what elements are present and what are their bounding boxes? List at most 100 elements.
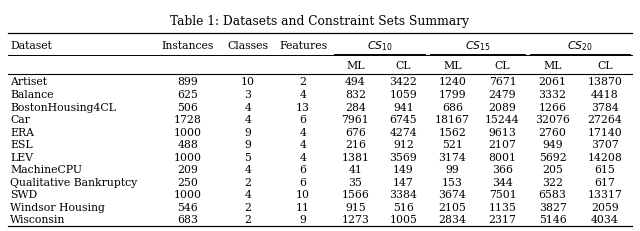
Text: 3422: 3422 <box>390 77 417 88</box>
Text: 2: 2 <box>244 203 252 213</box>
Text: 5: 5 <box>244 152 252 163</box>
Text: 153: 153 <box>442 178 463 188</box>
Text: Instances: Instances <box>162 41 214 51</box>
Text: 35: 35 <box>348 178 362 188</box>
Text: 147: 147 <box>393 178 414 188</box>
Text: 9: 9 <box>300 215 307 225</box>
Text: 949: 949 <box>542 140 563 150</box>
Text: 2: 2 <box>300 77 307 88</box>
Text: Artiset: Artiset <box>10 77 47 88</box>
Text: 1000: 1000 <box>174 152 202 163</box>
Text: 250: 250 <box>177 178 198 188</box>
Text: Table 1: Datasets and Constraint Sets Summary: Table 1: Datasets and Constraint Sets Su… <box>170 15 470 28</box>
Text: 676: 676 <box>345 128 366 137</box>
Text: 3332: 3332 <box>539 90 566 100</box>
Text: 9613: 9613 <box>488 128 516 137</box>
Text: 3707: 3707 <box>591 140 619 150</box>
Text: 521: 521 <box>442 140 463 150</box>
Text: Features: Features <box>279 41 327 51</box>
Text: 7671: 7671 <box>489 77 516 88</box>
Text: 506: 506 <box>177 103 198 112</box>
Text: 1005: 1005 <box>390 215 417 225</box>
Text: CL: CL <box>597 61 612 71</box>
Text: 3174: 3174 <box>438 152 467 163</box>
Text: ML: ML <box>444 61 461 71</box>
Text: 4: 4 <box>300 140 307 150</box>
Text: 546: 546 <box>177 203 198 213</box>
Text: 1799: 1799 <box>438 90 467 100</box>
Text: 13317: 13317 <box>588 190 622 200</box>
Text: 18167: 18167 <box>435 115 470 125</box>
Text: 366: 366 <box>492 165 513 175</box>
Text: 4: 4 <box>244 190 252 200</box>
Text: 1566: 1566 <box>341 190 369 200</box>
Text: $CS_{20}$: $CS_{20}$ <box>567 39 593 52</box>
Text: 2479: 2479 <box>489 90 516 100</box>
Text: 14208: 14208 <box>588 152 622 163</box>
Text: 13870: 13870 <box>588 77 622 88</box>
Text: 216: 216 <box>345 140 366 150</box>
Text: 5692: 5692 <box>539 152 566 163</box>
Text: 1135: 1135 <box>488 203 516 213</box>
Text: 1000: 1000 <box>174 190 202 200</box>
Text: 9: 9 <box>244 140 252 150</box>
Text: MachineCPU: MachineCPU <box>10 165 82 175</box>
Text: 2760: 2760 <box>539 128 566 137</box>
Text: 4418: 4418 <box>591 90 619 100</box>
Text: 15244: 15244 <box>485 115 520 125</box>
Text: 2: 2 <box>244 178 252 188</box>
Text: 617: 617 <box>595 178 616 188</box>
Text: 3784: 3784 <box>591 103 619 112</box>
Text: 2834: 2834 <box>438 215 467 225</box>
Text: 27264: 27264 <box>588 115 622 125</box>
Text: 1000: 1000 <box>174 128 202 137</box>
Text: 2107: 2107 <box>488 140 516 150</box>
Text: CL: CL <box>495 61 510 71</box>
Text: 4: 4 <box>300 152 307 163</box>
Text: 832: 832 <box>345 90 366 100</box>
Text: 205: 205 <box>542 165 563 175</box>
Text: 10: 10 <box>241 77 255 88</box>
Text: Dataset: Dataset <box>10 41 52 51</box>
Text: 6: 6 <box>300 115 307 125</box>
Text: 99: 99 <box>445 165 460 175</box>
Text: 3: 3 <box>244 90 252 100</box>
Text: 4: 4 <box>244 115 252 125</box>
Text: 683: 683 <box>177 215 198 225</box>
Text: ERA: ERA <box>10 128 35 137</box>
Text: 1562: 1562 <box>438 128 467 137</box>
Text: 3384: 3384 <box>390 190 417 200</box>
Text: 149: 149 <box>393 165 414 175</box>
Text: 4: 4 <box>300 128 307 137</box>
Text: 1381: 1381 <box>341 152 369 163</box>
Text: 915: 915 <box>345 203 365 213</box>
Text: ML: ML <box>543 61 562 71</box>
Text: 4274: 4274 <box>390 128 417 137</box>
Text: 2059: 2059 <box>591 203 619 213</box>
Text: 4034: 4034 <box>591 215 619 225</box>
Text: $CS_{15}$: $CS_{15}$ <box>465 39 490 52</box>
Text: 7961: 7961 <box>342 115 369 125</box>
Text: 9: 9 <box>244 128 252 137</box>
Text: 1059: 1059 <box>390 90 417 100</box>
Text: 6: 6 <box>300 165 307 175</box>
Text: 209: 209 <box>177 165 198 175</box>
Text: Windsor Housing: Windsor Housing <box>10 203 105 213</box>
Text: 32076: 32076 <box>535 115 570 125</box>
Text: $CS_{10}$: $CS_{10}$ <box>367 39 392 52</box>
Text: CL: CL <box>396 61 411 71</box>
Text: 2089: 2089 <box>488 103 516 112</box>
Text: 625: 625 <box>177 90 198 100</box>
Text: 2105: 2105 <box>438 203 467 213</box>
Text: LEV: LEV <box>10 152 33 163</box>
Text: 17140: 17140 <box>588 128 622 137</box>
Text: 5146: 5146 <box>539 215 566 225</box>
Text: 6745: 6745 <box>390 115 417 125</box>
Text: 322: 322 <box>542 178 563 188</box>
Text: 912: 912 <box>393 140 414 150</box>
Text: 344: 344 <box>492 178 513 188</box>
Text: 10: 10 <box>296 190 310 200</box>
Text: 6: 6 <box>300 178 307 188</box>
Text: 615: 615 <box>595 165 616 175</box>
Text: 3569: 3569 <box>390 152 417 163</box>
